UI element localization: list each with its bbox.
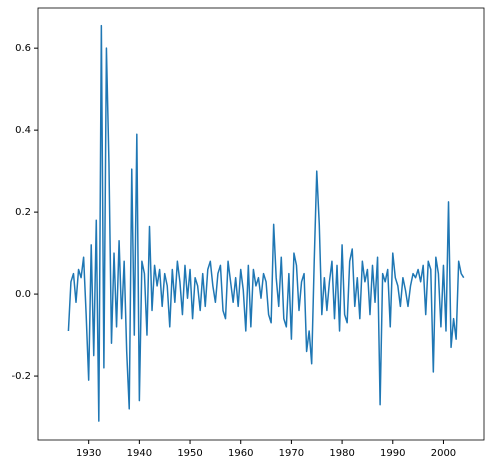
axes-frame <box>37 7 485 441</box>
x-tick-label: 1970 <box>279 448 304 459</box>
x-tick-label: 1950 <box>177 448 202 459</box>
x-tick-label: 2000 <box>431 448 456 459</box>
x-tick-label: 1980 <box>329 448 354 459</box>
y-tick-label: -0.2 <box>11 371 31 382</box>
x-tick-label: 1930 <box>76 448 101 459</box>
y-tick-label: 0.6 <box>15 43 31 54</box>
y-tick-label: 0.2 <box>15 207 31 218</box>
x-tick-label: 1960 <box>228 448 253 459</box>
x-tick-label: 1940 <box>127 448 152 459</box>
x-tick-label: 1990 <box>380 448 405 459</box>
plot-area <box>38 8 484 440</box>
line-series <box>67 24 465 422</box>
y-tick-label: 0.4 <box>15 125 31 136</box>
y-tick-label: 0.0 <box>15 289 31 300</box>
